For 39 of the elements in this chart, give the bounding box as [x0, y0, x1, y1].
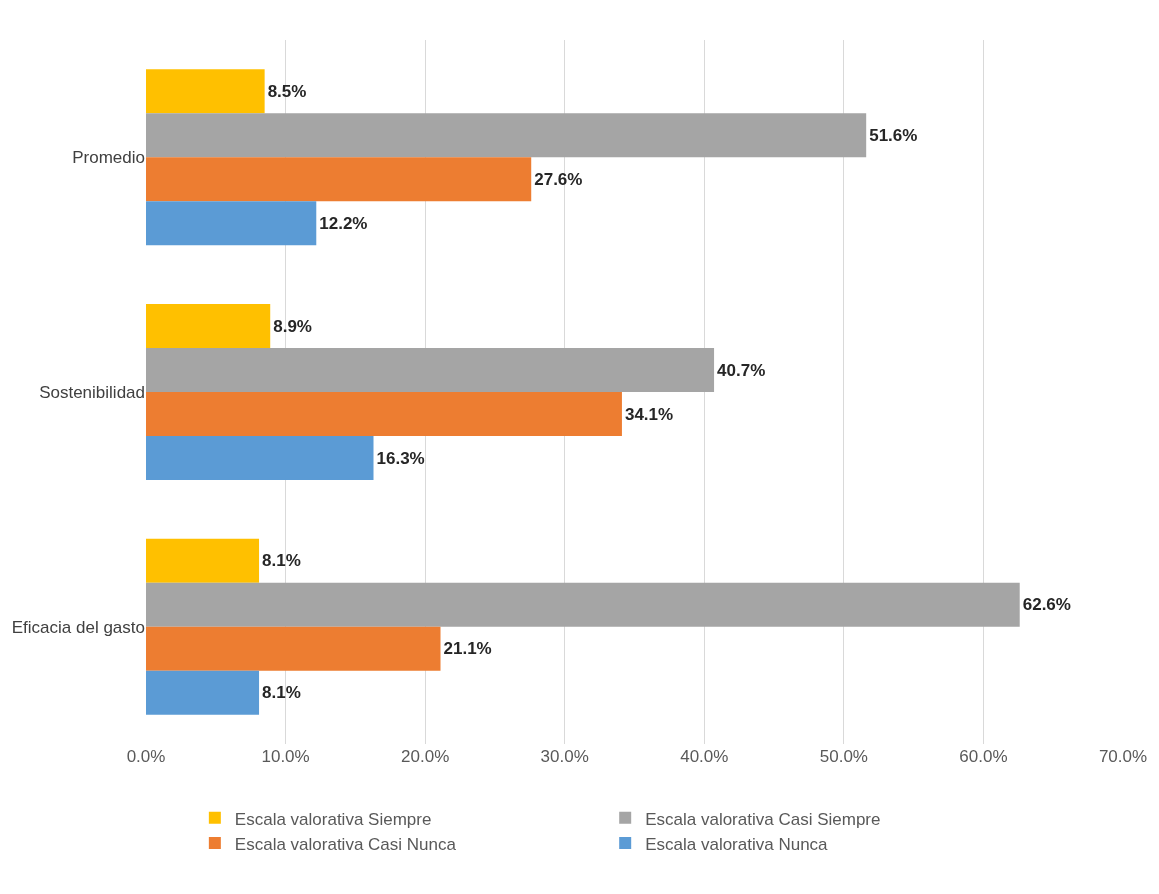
- data-label: 16.3%: [376, 448, 425, 468]
- legend-label: Escala valorativa Siempre: [234, 809, 432, 829]
- x-tick-label: 40.0%: [680, 747, 729, 766]
- y-tick-label: Sostenibilidad: [39, 382, 145, 402]
- data-label: 62.6%: [1022, 595, 1071, 615]
- data-label: 21.1%: [443, 639, 492, 659]
- y-tick-label: Promedio: [72, 148, 145, 168]
- data-label: 8.5%: [267, 81, 307, 101]
- data-label: 12.2%: [319, 213, 368, 233]
- bar: [146, 392, 622, 436]
- data-label: 40.7%: [717, 360, 766, 380]
- x-tick-label: 30.0%: [540, 747, 589, 766]
- data-label: 8.9%: [273, 316, 312, 336]
- x-tick-label: 20.0%: [401, 747, 450, 766]
- x-tick-label: 70.0%: [1098, 747, 1148, 766]
- bar: [146, 670, 260, 715]
- bar: [146, 113, 867, 158]
- bar: [146, 157, 532, 202]
- data-label: 8.1%: [262, 551, 301, 571]
- bar: [146, 304, 271, 348]
- bar: [146, 348, 715, 392]
- x-tick-label: 50.0%: [819, 747, 868, 766]
- x-tick-label: 10.0%: [261, 747, 310, 766]
- data-label: 8.1%: [262, 683, 301, 703]
- bar: [146, 436, 374, 480]
- legend-label: Escala valorativa Casi Siempre: [645, 809, 881, 829]
- bar: [146, 582, 1020, 627]
- legend-label: Escala valorativa Nunca: [645, 834, 829, 854]
- bar: [146, 626, 441, 671]
- data-label: 51.6%: [869, 125, 918, 145]
- y-tick-label: Eficacia del gasto: [11, 617, 145, 637]
- bar: [146, 69, 265, 114]
- bar: [146, 201, 317, 246]
- data-label: 27.6%: [534, 169, 583, 189]
- legend-label: Escala valorativa Casi Nunca: [234, 834, 457, 854]
- bar: [146, 538, 260, 583]
- data-label: 34.1%: [624, 404, 674, 424]
- x-tick-label: 0.0%: [126, 747, 166, 766]
- x-tick-label: 60.0%: [959, 747, 1008, 766]
